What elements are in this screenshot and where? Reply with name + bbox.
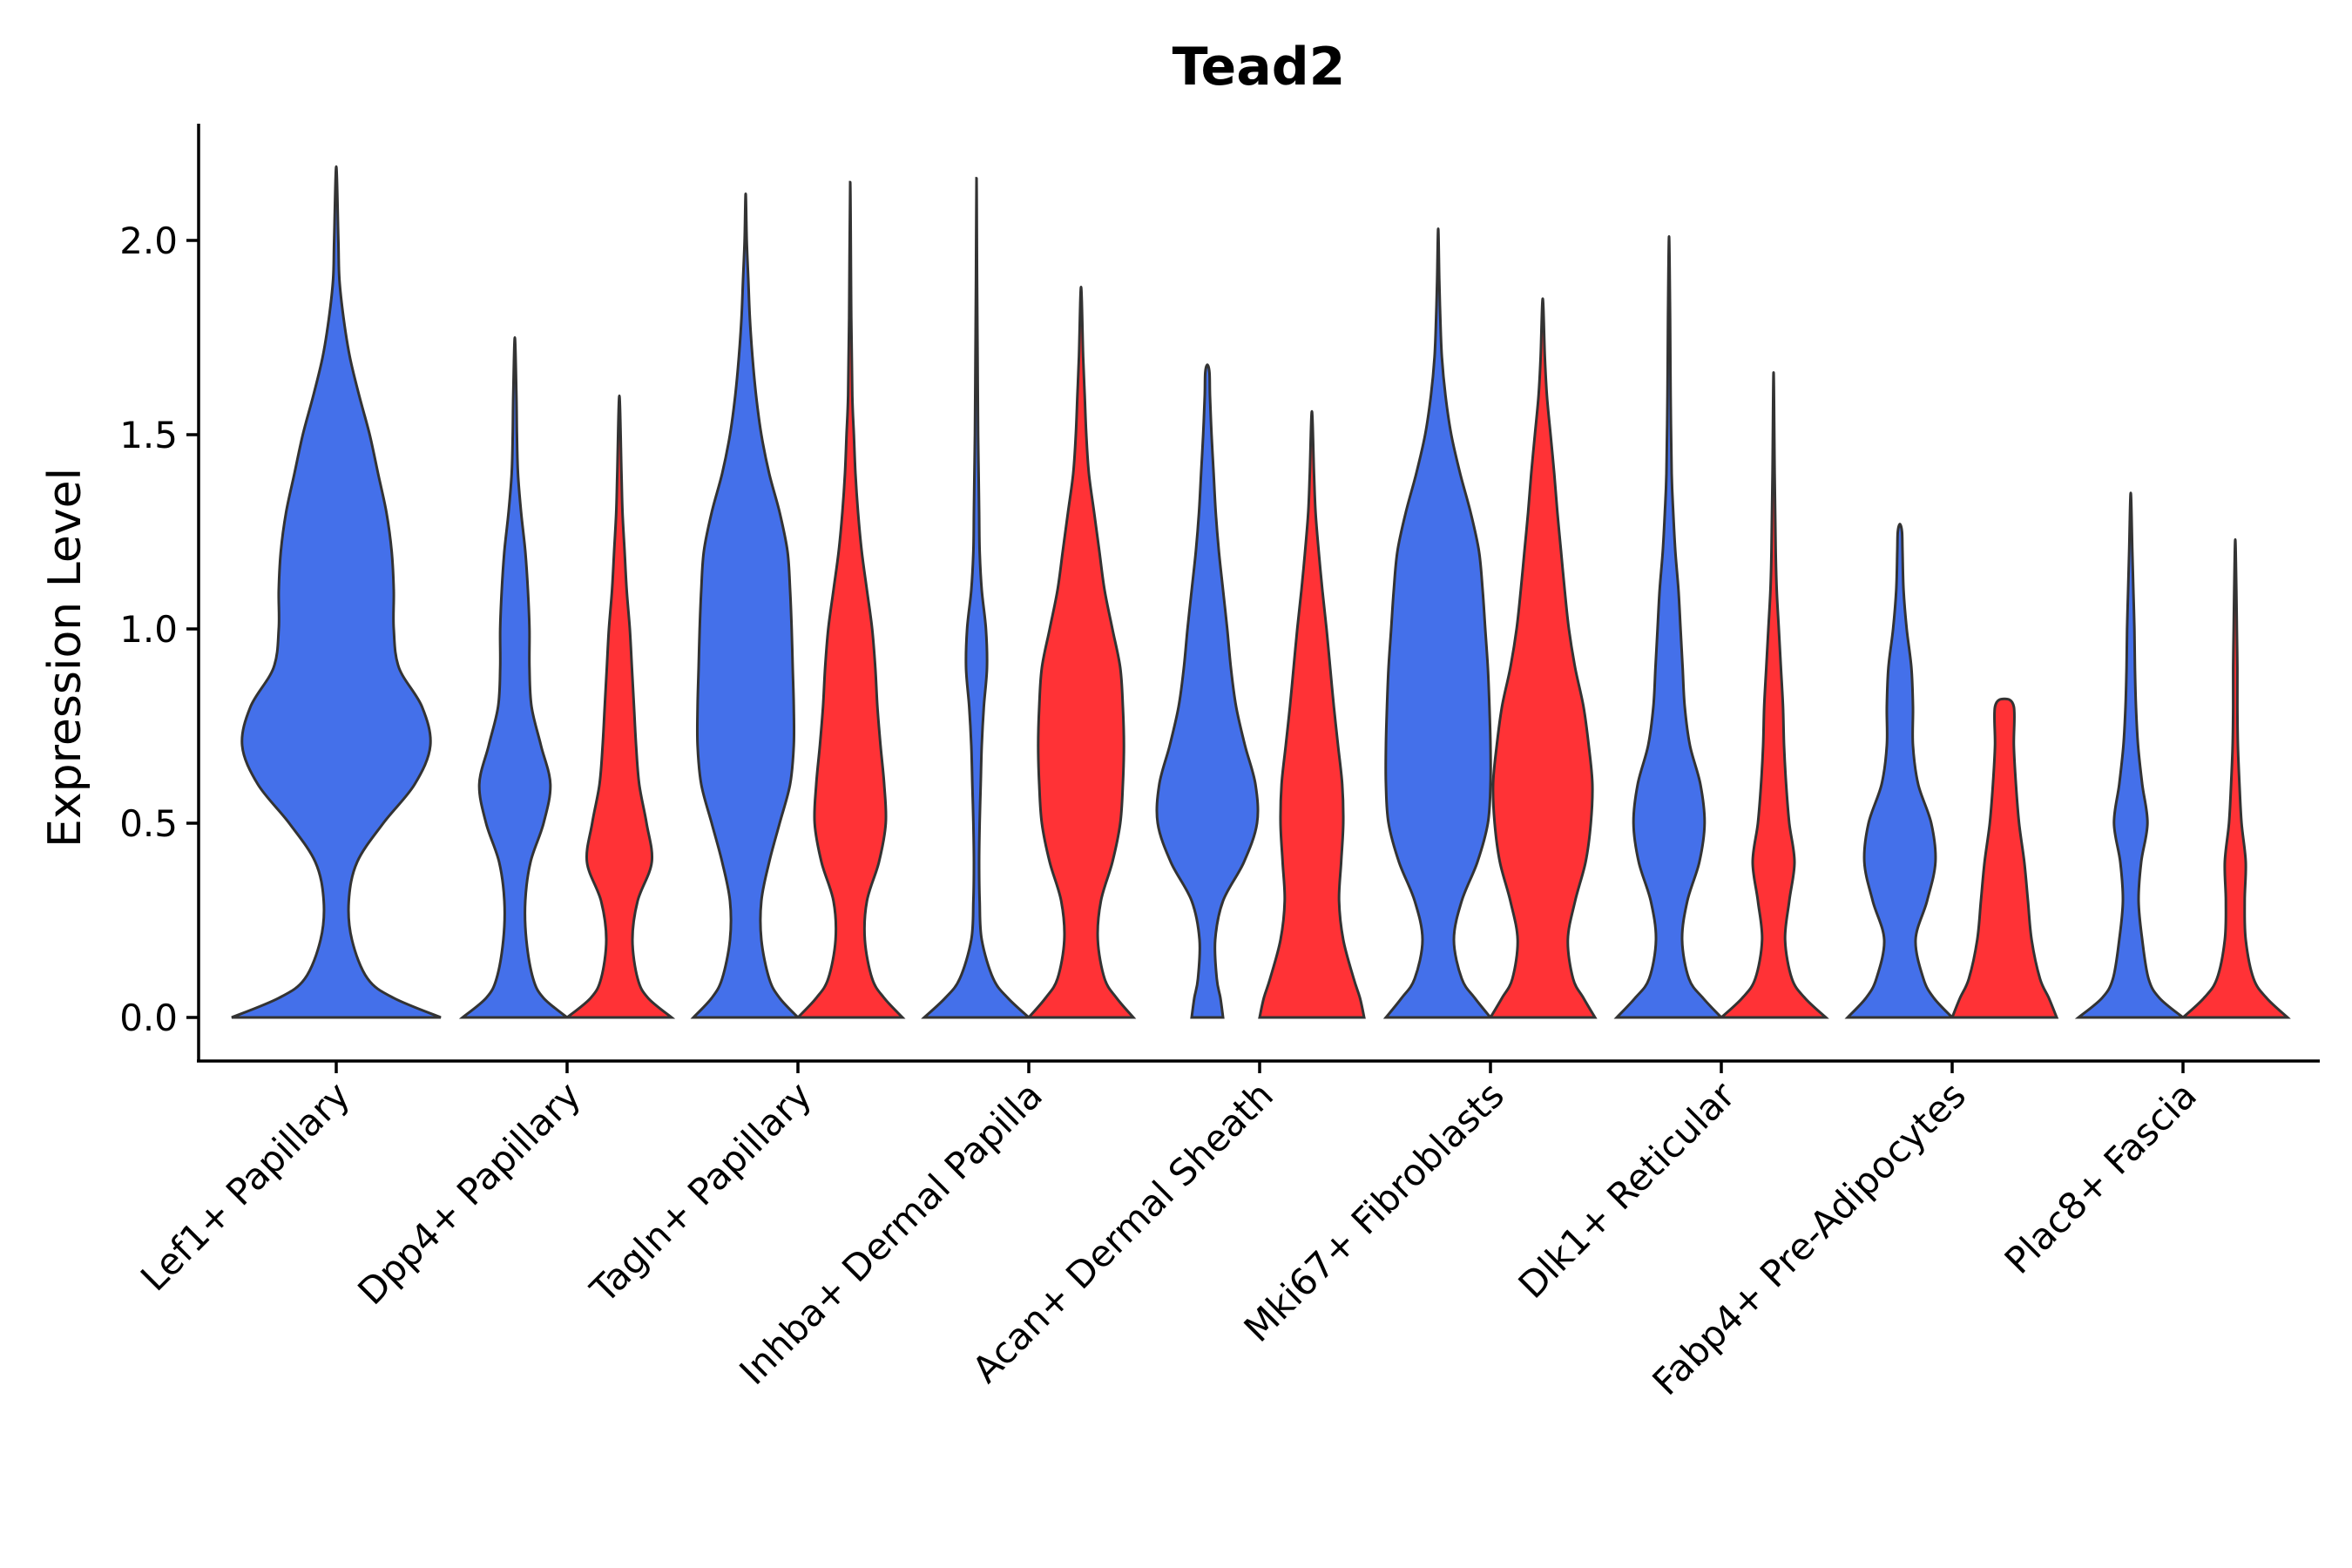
y-tick-label: 0.0 — [119, 997, 178, 1039]
x-tick-label: Dlk1+ Reticular — [1511, 1073, 1744, 1307]
y-axis: 0.0 0.5 1.0 1.5 2.0 — [119, 124, 200, 1061]
violin-group1-1 — [458, 335, 571, 1019]
x-tick-label: Tagln+ Papillary — [582, 1073, 820, 1311]
violin-group1-7 — [1844, 523, 1956, 1019]
y-tick-label: 1.5 — [119, 414, 178, 456]
violin-group2-5 — [1488, 297, 1598, 1019]
y-tick-label: 0.5 — [119, 802, 178, 845]
violin-group1-2 — [690, 192, 801, 1019]
y-tick-label: 2.0 — [119, 220, 178, 262]
violin-group1-5 — [1382, 227, 1494, 1019]
violin-group1-4 — [1155, 363, 1260, 1019]
violin-group2-1 — [563, 394, 676, 1019]
violin-group1-6 — [1613, 234, 1725, 1019]
violin-group2-2 — [794, 180, 906, 1019]
y-tick-label: 1.0 — [119, 608, 178, 651]
violin-group2-7 — [1950, 697, 2059, 1019]
x-tick-label: Mki67+ Fibroblasts — [1236, 1073, 1512, 1349]
violin-group1-0 — [231, 165, 442, 1019]
x-tick-label: Lef1+ Papillary — [132, 1073, 358, 1299]
chart-title: Tead2 — [1173, 37, 1346, 98]
violin-group2-8 — [2180, 537, 2291, 1019]
violin-group2-4 — [1258, 409, 1366, 1019]
violin-group2-6 — [1718, 371, 1829, 1019]
violin-group1-3 — [921, 176, 1032, 1019]
violin-group1-8 — [2074, 491, 2187, 1019]
y-axis-title: Expression Level — [39, 468, 91, 848]
x-tick-label: Dpp4+ Papillary — [349, 1073, 589, 1313]
violin-group — [231, 165, 2291, 1019]
violin-group2-3 — [1025, 285, 1137, 1019]
x-tick-label: Plac8+ Fascia — [1997, 1073, 2205, 1281]
